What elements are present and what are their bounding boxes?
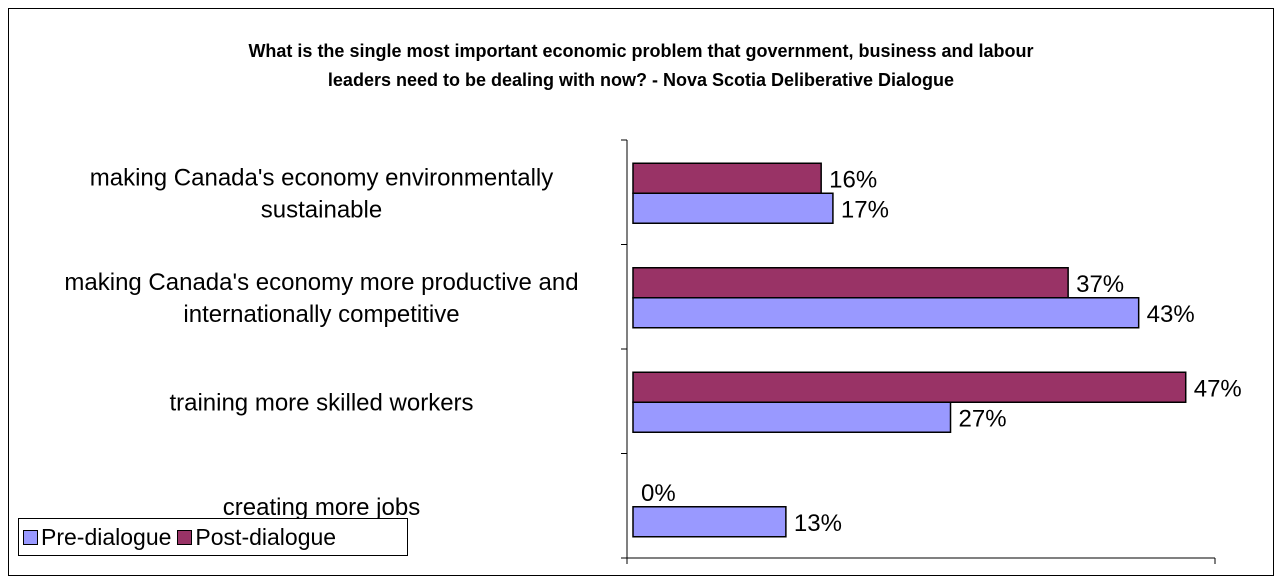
data-label: 37% bbox=[1076, 271, 1124, 298]
category-label: creating more jobs bbox=[223, 494, 420, 521]
bar-post-dialogue bbox=[632, 267, 1069, 299]
legend: Pre-dialogue Post-dialogue bbox=[18, 518, 408, 556]
data-label: 17% bbox=[841, 196, 889, 223]
chart-title-line-1: What is the single most important econom… bbox=[248, 41, 1034, 61]
category-label: making Canada's economy more productive … bbox=[64, 269, 578, 296]
data-label: 13% bbox=[794, 510, 842, 537]
data-label: 47% bbox=[1194, 375, 1242, 402]
chart-title-line-2: leaders need to be dealing with now? - N… bbox=[327, 70, 955, 90]
category-label: training more skilled workers bbox=[169, 389, 473, 416]
bar-post-dialogue bbox=[632, 162, 822, 194]
legend-swatch-pre-dialogue bbox=[23, 529, 38, 545]
bar-post-dialogue bbox=[632, 371, 1187, 403]
legend-swatch-post-dialogue bbox=[177, 529, 193, 545]
chart-title: What is the single most important econom… bbox=[0, 37, 1282, 95]
bar-pre-dialogue bbox=[632, 297, 1140, 329]
data-label: 43% bbox=[1147, 301, 1195, 328]
legend-label-pre-dialogue: Pre-dialogue bbox=[41, 523, 172, 550]
bar-pre-dialogue bbox=[632, 506, 787, 538]
legend-label-post-dialogue: Post-dialogue bbox=[195, 523, 337, 550]
category-label: internationally competitive bbox=[183, 301, 459, 328]
category-label: sustainable bbox=[261, 196, 382, 223]
data-label: 27% bbox=[959, 405, 1007, 432]
legend-item-pre-dialogue: Pre-dialogue bbox=[23, 524, 171, 551]
data-label: 0% bbox=[641, 480, 676, 507]
bar-pre-dialogue bbox=[632, 192, 834, 224]
bar-pre-dialogue bbox=[632, 401, 952, 433]
category-label: making Canada's economy environmentally bbox=[90, 164, 554, 191]
data-label: 16% bbox=[829, 166, 877, 193]
legend-item-post-dialogue: Post-dialogue bbox=[177, 524, 336, 551]
